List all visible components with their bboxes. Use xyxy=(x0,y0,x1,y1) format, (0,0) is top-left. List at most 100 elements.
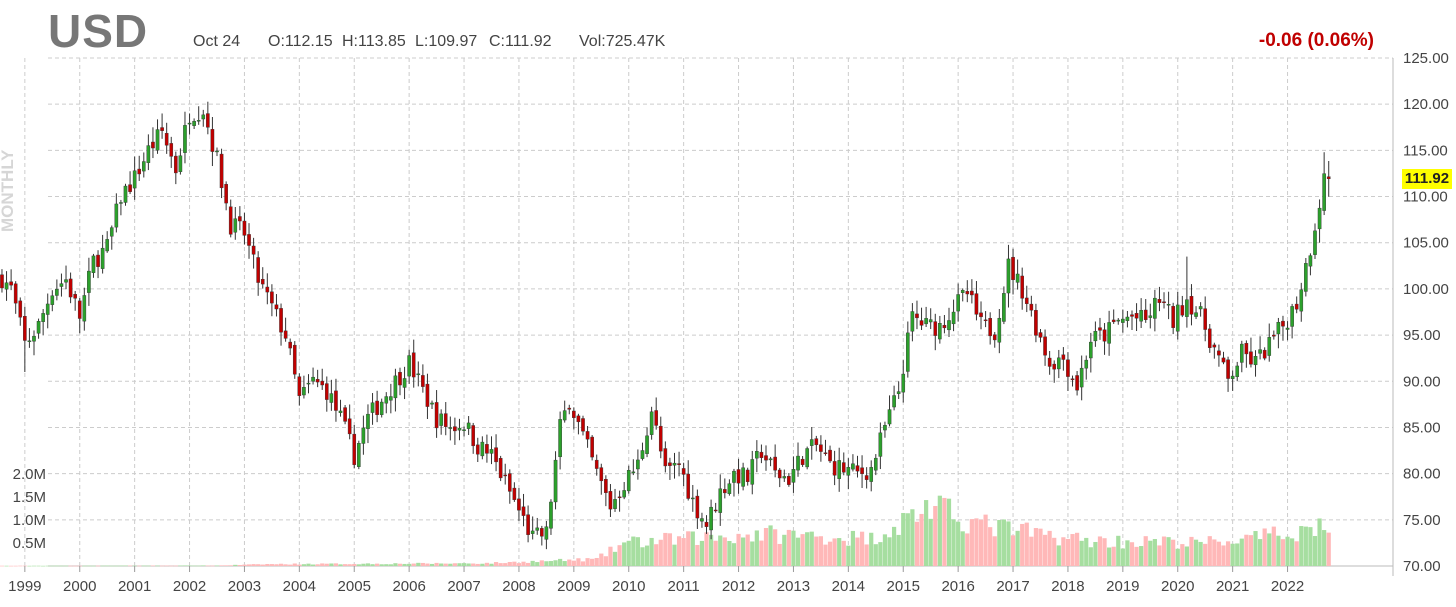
volume-bar xyxy=(68,565,73,567)
candle-body xyxy=(1285,327,1290,330)
candle-body xyxy=(1098,327,1102,331)
candle-body xyxy=(407,355,411,377)
volume-bar xyxy=(416,562,421,566)
volume-bar xyxy=(946,498,952,566)
ohlc-date: Oct 24 xyxy=(193,33,241,50)
candle-body xyxy=(265,286,270,293)
volume-bar xyxy=(823,544,828,566)
candle-body xyxy=(658,425,663,452)
candle-body xyxy=(942,324,947,329)
candle-body xyxy=(741,467,745,487)
volume-bar xyxy=(114,565,119,567)
candle-body xyxy=(251,245,256,255)
candle-body xyxy=(100,247,105,269)
candle-body xyxy=(832,461,837,476)
candle-body xyxy=(315,378,320,383)
candle-body xyxy=(988,318,992,337)
volume-bar xyxy=(1184,546,1189,566)
volume-bar xyxy=(297,564,302,566)
volume-bar xyxy=(237,565,242,566)
candle-body xyxy=(530,530,535,534)
volume-bar xyxy=(407,563,412,566)
candle-body xyxy=(851,463,855,470)
volume-bar xyxy=(580,561,586,566)
candle-body xyxy=(1262,349,1267,359)
volume-bar xyxy=(622,542,627,566)
volume-bar xyxy=(434,562,439,566)
x-tick-label: 2019 xyxy=(1106,578,1139,595)
x-tick-label: 2011 xyxy=(668,578,700,595)
volume-bar xyxy=(22,565,27,567)
volume-bar xyxy=(1006,521,1011,566)
candle-body xyxy=(1171,306,1175,328)
volume-bar xyxy=(178,565,183,567)
volume-bar xyxy=(690,531,695,566)
candle-body xyxy=(626,470,631,492)
volume-bar xyxy=(384,564,389,566)
volume-bar xyxy=(1001,519,1006,566)
candle-body xyxy=(421,375,425,387)
volume-bar xyxy=(315,564,320,566)
volume-bar xyxy=(1308,527,1313,566)
volume-bar xyxy=(969,519,974,566)
candle-body xyxy=(974,293,979,315)
candle-body xyxy=(567,407,572,410)
candle-body xyxy=(137,168,142,175)
volume-bar xyxy=(905,513,910,566)
candle-body xyxy=(1308,255,1313,267)
candle-body xyxy=(347,418,352,435)
candle-body xyxy=(302,387,306,396)
candle-body xyxy=(1139,310,1143,322)
volume-bar xyxy=(205,565,210,567)
candle-body xyxy=(187,122,192,125)
candle-body xyxy=(1235,365,1240,377)
volume-bar xyxy=(1166,537,1171,566)
candle-body xyxy=(196,120,201,122)
y-tick-label: 90.00 xyxy=(1403,373,1441,390)
volume-bar xyxy=(201,565,206,567)
x-tick-label: 2017 xyxy=(996,578,1029,595)
volume-bar xyxy=(36,565,41,567)
candle-body xyxy=(471,425,475,447)
x-tick-label: 2002 xyxy=(173,578,206,595)
candle-body xyxy=(279,308,283,333)
candle-body xyxy=(68,278,73,298)
volume-bar xyxy=(1175,548,1180,566)
candle-body xyxy=(1230,375,1235,379)
candle-body xyxy=(796,455,800,471)
candle-body xyxy=(1006,258,1011,294)
volume-bar xyxy=(233,564,238,566)
volume-bar xyxy=(1239,538,1244,566)
candle-body xyxy=(439,413,443,426)
volume-bar xyxy=(105,565,110,567)
candle-body xyxy=(494,447,498,463)
candle-body xyxy=(233,218,238,233)
volume-bar xyxy=(1079,540,1084,566)
candle-body xyxy=(507,473,512,492)
candle-body xyxy=(873,457,878,471)
volume-bar xyxy=(1262,528,1267,566)
candle-body xyxy=(192,121,196,126)
volume-bar xyxy=(1216,541,1222,566)
candle-body xyxy=(297,376,302,396)
volume-bar xyxy=(1303,526,1308,566)
volume-bar xyxy=(498,563,503,566)
time-axis: 1999 2000 2001 2002 2003 2004 2005 2006 2007 2008… xyxy=(8,566,1304,595)
volume-bar xyxy=(672,544,677,566)
volume-bar xyxy=(1198,541,1203,566)
volume-bar xyxy=(347,564,352,566)
candle-body xyxy=(1043,336,1047,356)
volume-bar xyxy=(585,558,590,566)
volume-bar xyxy=(548,561,554,566)
candle-body xyxy=(672,462,677,466)
candle-body xyxy=(503,474,508,477)
volume-bar xyxy=(338,564,343,566)
volume-bar xyxy=(791,530,796,566)
volume-bar xyxy=(1111,546,1116,566)
candle-body xyxy=(36,320,41,334)
volume-bar xyxy=(924,500,929,566)
volume-bar xyxy=(960,531,965,566)
volume-bar xyxy=(1253,531,1258,566)
candle-body xyxy=(1093,331,1098,342)
candle-body xyxy=(777,469,782,479)
